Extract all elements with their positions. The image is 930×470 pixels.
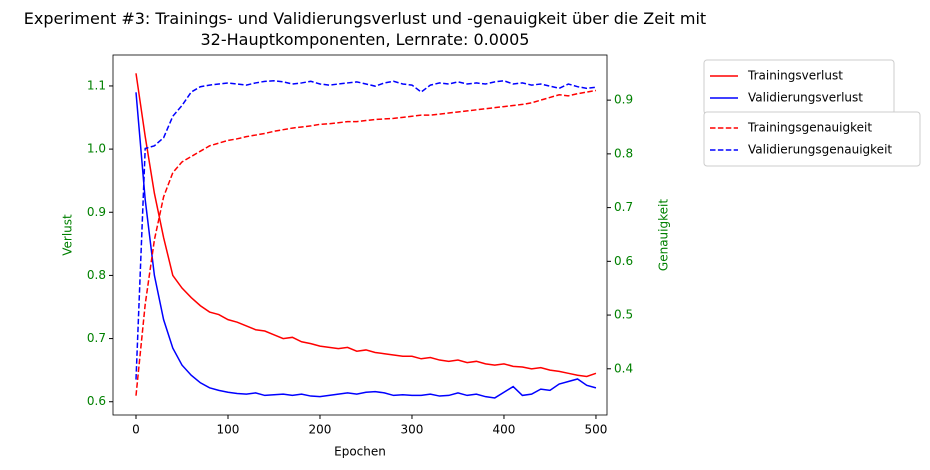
y-tick-label: 1.0 xyxy=(87,142,106,156)
y2-tick-label: 0.7 xyxy=(614,200,633,214)
y-tick-label: 0.6 xyxy=(87,394,106,408)
y-tick-label: 0.7 xyxy=(87,331,106,345)
x-tick-label: 100 xyxy=(217,423,240,437)
chart-title: Experiment #3: Trainings- und Validierun… xyxy=(23,9,707,49)
line xyxy=(135,89,597,396)
legend-label: Trainingsverlust xyxy=(747,69,843,83)
x-tick-label: 500 xyxy=(585,423,608,437)
y2-axis-label: Genauigkeit xyxy=(657,199,671,271)
legend-box xyxy=(703,111,921,167)
x-tick-label: 200 xyxy=(309,423,332,437)
y-axis-label: Verlust xyxy=(61,214,75,256)
legend-label: Trainingsgenauigkeit xyxy=(747,121,872,135)
y2-tick-label: 0.8 xyxy=(614,146,633,160)
line xyxy=(135,73,597,378)
y2-tick-label: 0.4 xyxy=(614,361,633,375)
plot-frame xyxy=(112,54,608,416)
y2-tick-label: 0.5 xyxy=(614,308,633,322)
x-axis-label: Epochen xyxy=(334,445,386,459)
y-tick-label: 0.9 xyxy=(87,205,106,219)
line xyxy=(135,80,597,380)
line xyxy=(135,92,597,399)
x-tick-label: 300 xyxy=(401,423,424,437)
y-tick-label: 1.1 xyxy=(87,78,106,92)
y2-tick-label: 0.6 xyxy=(614,254,633,268)
y-tick-label: 0.8 xyxy=(87,268,106,282)
legend-label: Validierungsgenauigkeit xyxy=(748,143,892,157)
y2-tick-label: 0.9 xyxy=(614,93,633,107)
x-tick-label: 400 xyxy=(493,423,516,437)
x-tick-label: 0 xyxy=(132,423,140,437)
legend-label: Validierungsverlust xyxy=(748,91,863,105)
